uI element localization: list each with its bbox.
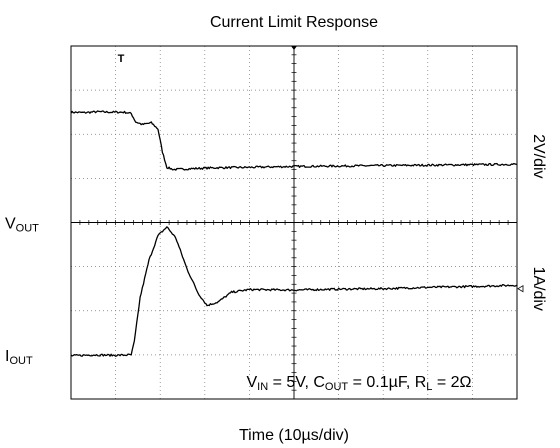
chart-title: Current Limit Response xyxy=(210,14,378,31)
plot-frame xyxy=(70,45,518,400)
scope-traces xyxy=(70,110,518,357)
scope-grid xyxy=(70,45,518,400)
trigger-marker: T xyxy=(118,53,125,65)
channel-label-vout: VOUT xyxy=(5,216,39,235)
channel-labels: VOUT 2V/div IOUT 1A/div xyxy=(5,134,547,367)
trace-vout xyxy=(70,110,518,171)
channel-scale-label: 2V/div xyxy=(530,134,547,178)
x-axis-label: Time (10µs/div) xyxy=(239,427,349,444)
trace-iout xyxy=(70,226,518,357)
channel-label-iout: IOUT xyxy=(5,348,33,367)
reference-arrow-icon xyxy=(517,284,524,293)
channel-scale-label: 1A/div xyxy=(530,266,547,310)
test-conditions-annotation: VIN = 5V, COUT = 0.1µF, RL = 2Ω xyxy=(246,374,471,393)
trigger-position-marker xyxy=(291,46,297,50)
